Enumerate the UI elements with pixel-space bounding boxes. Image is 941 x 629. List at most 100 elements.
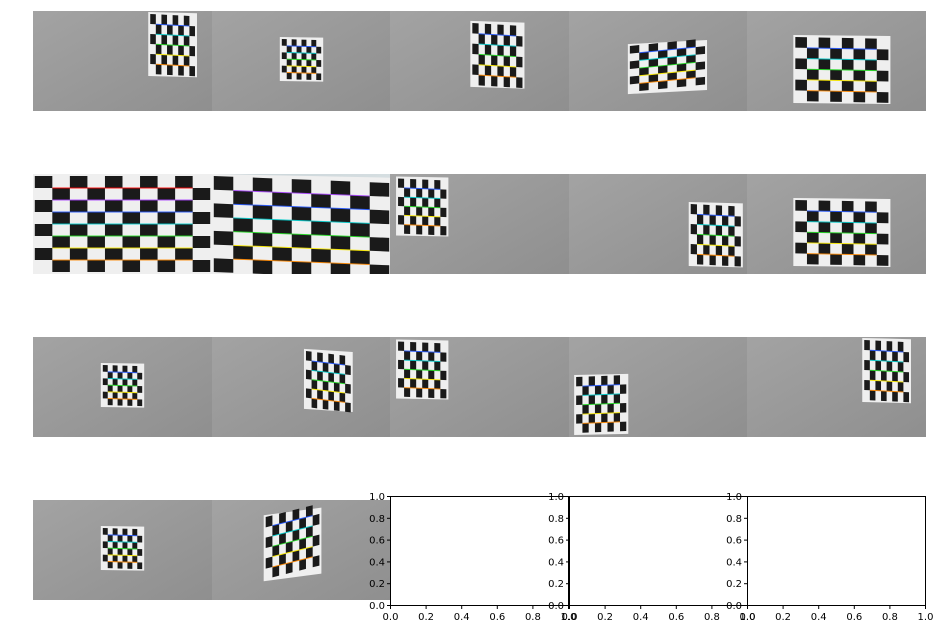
corner-overlay-line: [806, 68, 877, 72]
corner-overlay-line: [806, 231, 877, 235]
corner-overlay-line: [155, 53, 190, 57]
chessboard: [212, 174, 391, 274]
empty-axes: 0.0 0.2 0.4 0.6 0.8 1.00.00.20.40.60.81.0: [726, 492, 933, 623]
x-tick-label: 1.0: [918, 612, 934, 623]
x-tick-label: 0.2: [775, 612, 791, 623]
y-tick-label: 0.8: [548, 514, 564, 525]
calibration-photo-panel: [33, 500, 212, 600]
corner-overlay-line: [404, 224, 441, 227]
y-tick-label: 0.8: [369, 514, 385, 525]
y-tick-label: 0.2: [548, 579, 564, 590]
chessboard: [793, 34, 891, 104]
corner-overlay-line: [582, 393, 621, 396]
y-tick-label: 0.4: [369, 557, 385, 568]
corner-overlay-line: [806, 242, 877, 245]
calibration-photo-panel: [569, 11, 748, 111]
corner-overlay-line: [806, 58, 877, 61]
corner-overlay-line: [639, 69, 696, 77]
y-tick-label: 0.4: [726, 557, 742, 568]
calibration-photo-panel: [747, 174, 926, 274]
y-tick-label: 0.6: [726, 536, 742, 547]
calibration-photo-panel: [390, 337, 569, 437]
corner-overlay-line: [404, 187, 441, 190]
corner-overlay-line: [404, 359, 441, 363]
corner-overlay-line: [286, 58, 317, 61]
x-tick-label: 0.0: [383, 612, 399, 623]
y-tick-label: 0.0: [548, 601, 564, 612]
photo-panels: [33, 11, 926, 600]
empty-axes-group: 0.0 0.2 0.4 0.6 0.8 1.00.00.20.40.60.81.00.0 0…: [369, 492, 933, 623]
chessboard: [100, 362, 145, 408]
corner-overlay-line: [155, 23, 190, 27]
calibration-photo-panel: [747, 337, 926, 437]
corner-overlay-line: [478, 43, 517, 47]
chessboard: [396, 176, 449, 237]
y-tick-label: 0.6: [369, 536, 385, 547]
corner-overlay-line: [233, 231, 370, 238]
corner-overlay-line: [155, 43, 190, 47]
corner-overlay-line: [311, 360, 346, 366]
chessboard: [793, 197, 891, 267]
corner-overlay-line: [582, 412, 621, 415]
corner-overlay-line: [286, 65, 317, 68]
axes-frame: [569, 496, 748, 606]
chessboard: [470, 20, 525, 89]
corner-overlay-line: [404, 205, 441, 209]
empty-axes: 0.0 0.2 0.4 0.6 0.8 1.00.00.20.40.60.81.0: [548, 492, 755, 623]
y-tick-label: 1.0: [726, 492, 742, 503]
corner-overlay-line: [272, 546, 313, 558]
chessboard: [862, 337, 911, 404]
corner-overlay-line: [582, 402, 621, 406]
corner-overlay-line: [233, 244, 370, 252]
corner-overlay-line: [272, 525, 313, 537]
x-tick-label: 0.6: [489, 612, 505, 623]
corner-overlay-line: [107, 547, 138, 550]
x-tick-label: 0.0: [740, 612, 756, 623]
corner-overlay-line: [639, 77, 696, 84]
corner-overlay-line: [107, 397, 138, 400]
wall-background: [212, 337, 391, 437]
corner-overlay-line: [806, 90, 877, 93]
corner-overlay-line: [107, 384, 138, 387]
calibration-photo-panel: [747, 11, 926, 111]
corner-overlay-line: [107, 554, 138, 557]
x-tick-label: 0.8: [704, 612, 720, 623]
x-tick-label: 1.0: [740, 612, 756, 623]
calibration-photo-panel: [212, 11, 391, 111]
chessboard: [396, 339, 449, 400]
chessboard: [148, 11, 197, 78]
corner-overlay-line: [806, 210, 877, 213]
corner-overlay-line: [806, 79, 877, 82]
x-tick-label: 1.0: [561, 612, 577, 623]
corner-overlay-line: [155, 33, 190, 37]
corner-overlay-line: [478, 64, 517, 68]
y-tick-label: 1.0: [548, 492, 564, 503]
corner-overlay-line: [311, 369, 346, 375]
corner-overlay-line: [869, 369, 904, 373]
corner-overlay-line: [478, 74, 517, 78]
corner-overlay-line: [107, 560, 138, 563]
corner-overlay-line: [107, 540, 138, 543]
corner-overlay-line: [582, 421, 621, 424]
corner-overlay-line: [404, 377, 441, 381]
corner-overlay-line: [404, 368, 441, 372]
x-tick-label: 0.8: [882, 612, 898, 623]
calibration-photo-panel: [569, 337, 748, 437]
corner-overlay-line: [404, 196, 441, 200]
calibration-photo-panel: [33, 11, 212, 111]
calibration-photo-panel: [212, 500, 391, 600]
x-tick-label: 0.4: [633, 612, 649, 623]
corner-overlay-line: [806, 47, 877, 50]
y-tick-label: 0.0: [369, 601, 385, 612]
y-tick-label: 0.2: [726, 579, 742, 590]
corner-overlay-line: [404, 214, 441, 218]
corner-overlay-line: [478, 33, 517, 37]
chessboard: [688, 201, 743, 268]
corner-overlay-line: [107, 534, 138, 537]
corner-overlay-line: [233, 258, 370, 266]
corner-overlay-line: [696, 243, 735, 247]
axes-frame: [747, 496, 926, 606]
calibration-photo-panel: [33, 337, 212, 437]
chessboard: [33, 174, 212, 274]
corner-overlay-line: [806, 221, 877, 224]
